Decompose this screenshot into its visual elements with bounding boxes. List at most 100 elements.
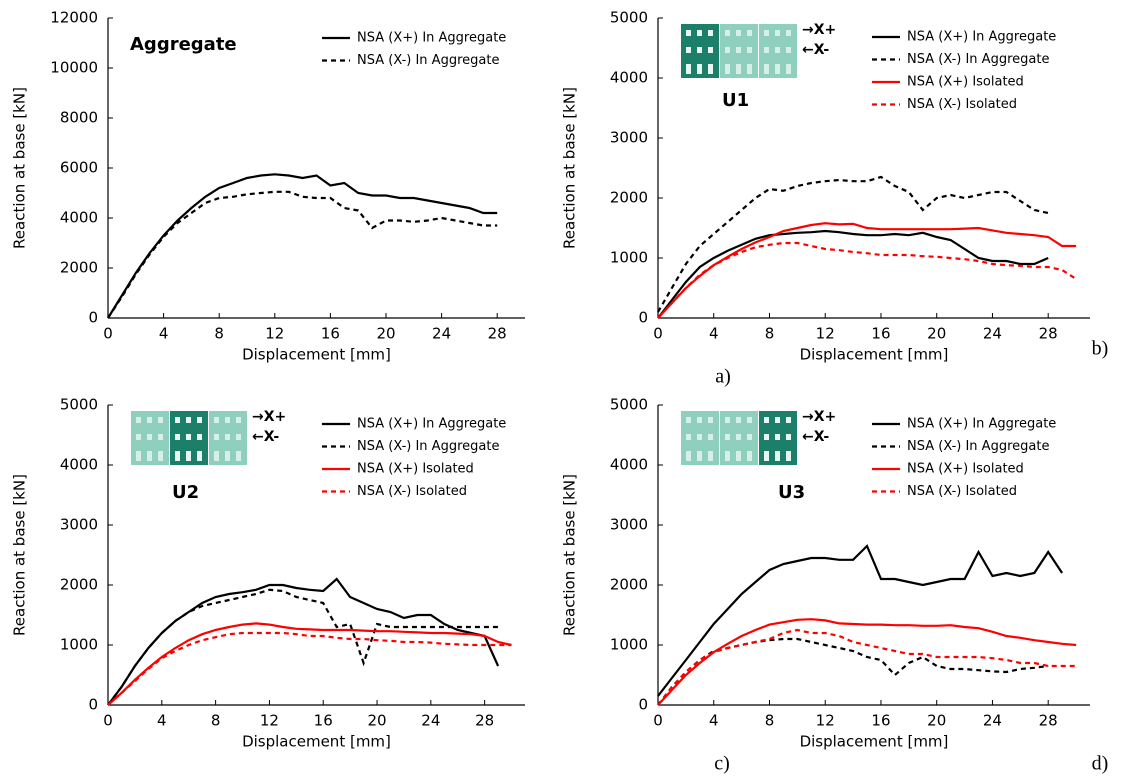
window — [708, 434, 713, 440]
window — [775, 30, 780, 36]
x-tick-label: 8 — [765, 712, 775, 730]
window — [764, 434, 769, 440]
y-tick-label: 5000 — [60, 396, 98, 414]
legend-label: NSA (X+) Isolated — [907, 75, 1024, 90]
window — [197, 451, 202, 461]
data-line — [657, 229, 1049, 319]
window — [736, 451, 741, 461]
window — [708, 64, 713, 74]
y-tick-label: 0 — [88, 309, 98, 327]
window — [175, 417, 180, 423]
window — [747, 417, 752, 423]
x-tick-label: 24 — [432, 325, 451, 343]
window — [775, 417, 780, 423]
window — [725, 30, 730, 36]
x-tick-label: 24 — [983, 712, 1002, 730]
legend-label: NSA (X-) In Aggregate — [357, 439, 499, 454]
window — [786, 434, 791, 440]
x-tick-label: 20 — [927, 712, 946, 730]
window — [747, 30, 752, 36]
legend-label: NSA (X+) In Aggregate — [357, 31, 506, 46]
window — [697, 451, 702, 461]
y-tick-label: 0 — [638, 696, 648, 714]
x-tick-label: 4 — [157, 712, 167, 730]
window — [236, 451, 241, 461]
window — [725, 64, 730, 74]
x-tick-label: 20 — [367, 712, 386, 730]
data-line — [657, 628, 1077, 706]
window — [786, 30, 791, 36]
y-tick-label: 1000 — [610, 249, 648, 267]
x-tick-label: 28 — [1039, 325, 1058, 343]
direction-label: →X+ — [802, 409, 836, 425]
x-tick-label: 12 — [260, 712, 279, 730]
window — [175, 451, 180, 461]
legend-label: NSA (X+) In Aggregate — [907, 30, 1056, 45]
window — [786, 47, 791, 53]
y-tick-label: 3000 — [60, 516, 98, 534]
direction-label: ←X- — [802, 42, 829, 58]
y-tick-label: 6000 — [60, 159, 98, 177]
window — [686, 30, 691, 36]
x-axis-title: Displacement [mm] — [242, 733, 391, 751]
window — [736, 30, 741, 36]
building-icon — [131, 411, 247, 465]
window — [725, 47, 730, 53]
window — [236, 417, 241, 423]
y-axis-title: Reaction at base [kN] — [11, 87, 29, 249]
window — [764, 451, 769, 461]
y-tick-label: 4000 — [610, 456, 648, 474]
window — [175, 434, 180, 440]
window — [158, 451, 163, 461]
x-tick-label: 0 — [653, 712, 663, 730]
window — [225, 434, 230, 440]
annotation: U2 — [172, 482, 199, 503]
window — [186, 451, 191, 461]
legend-label: NSA (X+) In Aggregate — [357, 417, 506, 432]
data-line — [107, 622, 512, 706]
window — [775, 451, 780, 461]
x-tick-label: 20 — [927, 325, 946, 343]
y-tick-label: 4000 — [60, 209, 98, 227]
window — [697, 47, 702, 53]
y-tick-label: 8000 — [60, 109, 98, 127]
x-tick-label: 28 — [475, 712, 494, 730]
x-tick-label: 4 — [709, 325, 719, 343]
window — [764, 47, 769, 53]
x-tick-label: 12 — [816, 325, 835, 343]
window — [736, 47, 741, 53]
y-tick-label: 4000 — [60, 456, 98, 474]
direction-label: →X+ — [252, 409, 286, 425]
direction-label: ←X- — [252, 429, 279, 445]
window — [686, 47, 691, 53]
x-tick-label: 8 — [211, 712, 221, 730]
x-tick-label: 8 — [214, 325, 224, 343]
window — [686, 64, 691, 74]
y-tick-label: 1000 — [60, 636, 98, 654]
x-tick-label: 28 — [488, 325, 507, 343]
window — [725, 451, 730, 461]
window — [747, 434, 752, 440]
x-tick-label: 0 — [103, 712, 113, 730]
window — [747, 47, 752, 53]
panel-label: b) — [1092, 338, 1109, 360]
window — [686, 417, 691, 423]
window — [747, 451, 752, 461]
x-tick-label: 16 — [871, 325, 890, 343]
window — [786, 417, 791, 423]
building-icon — [681, 24, 797, 78]
y-axis-title: Reaction at base [kN] — [561, 474, 579, 636]
data-line — [107, 577, 500, 706]
x-tick-label: 16 — [314, 712, 333, 730]
x-tick-label: 16 — [871, 712, 890, 730]
y-tick-label: 3000 — [610, 516, 648, 534]
annotation: U3 — [778, 482, 805, 503]
x-tick-label: 24 — [421, 712, 440, 730]
window — [764, 64, 769, 74]
x-tick-label: 24 — [983, 325, 1002, 343]
x-tick-label: 8 — [765, 325, 775, 343]
y-tick-label: 3000 — [610, 129, 648, 147]
y-tick-label: 12000 — [50, 9, 98, 27]
x-tick-label: 0 — [103, 325, 113, 343]
y-tick-label: 0 — [88, 696, 98, 714]
